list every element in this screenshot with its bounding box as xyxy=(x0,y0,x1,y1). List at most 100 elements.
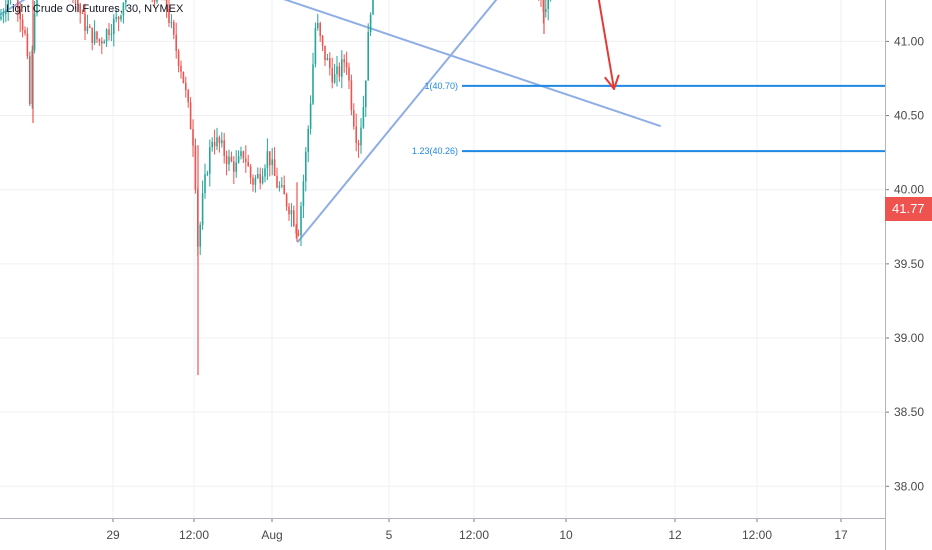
candle-body xyxy=(156,0,158,2)
candle-body xyxy=(319,23,321,36)
x-tick-label: 12:00 xyxy=(179,528,209,542)
candle-body xyxy=(542,0,545,13)
candle-body xyxy=(101,41,103,44)
x-tick-label: 12:00 xyxy=(742,528,772,542)
candle-body xyxy=(333,74,336,83)
candle-body xyxy=(233,161,235,172)
candle-body xyxy=(314,28,317,65)
fib-level-label: 1(40.70) xyxy=(424,81,458,91)
candle-body xyxy=(312,64,314,104)
candle-body xyxy=(173,22,175,35)
candle-body xyxy=(206,173,209,175)
candle-body xyxy=(36,0,38,14)
candle-body xyxy=(189,102,192,130)
candle-body xyxy=(26,33,29,57)
candle-body xyxy=(302,181,305,207)
candle-body xyxy=(230,156,233,162)
candle-body xyxy=(329,58,331,69)
x-tick-label: 10 xyxy=(559,528,573,542)
y-tick-label: 41.00 xyxy=(894,34,924,48)
candle-body xyxy=(269,151,271,166)
y-tick-label: 39.00 xyxy=(894,331,924,345)
candle-body xyxy=(24,30,26,34)
y-tick-label: 38.50 xyxy=(894,405,924,419)
candle-body xyxy=(122,2,125,16)
last-price-badge: 41.77 xyxy=(885,197,932,221)
y-tick-label: 40.00 xyxy=(894,183,924,197)
candle-body xyxy=(105,29,108,42)
candle-body xyxy=(259,174,261,184)
candle-body xyxy=(125,0,127,3)
candle-body xyxy=(7,0,9,11)
candle-body xyxy=(153,0,156,2)
candle-body xyxy=(331,68,333,83)
candle-body xyxy=(221,140,223,144)
candle-body xyxy=(168,9,170,23)
candle-body xyxy=(338,66,341,77)
candle-body xyxy=(257,174,259,178)
candle-body xyxy=(115,16,117,19)
candle-body xyxy=(309,103,312,129)
x-tick-label: 29 xyxy=(106,528,120,542)
candle-body xyxy=(211,141,213,148)
candle-body xyxy=(31,50,33,104)
y-tick-label: 38.00 xyxy=(894,479,924,493)
candle-body xyxy=(545,9,547,13)
candle-body xyxy=(295,225,297,234)
candle-body xyxy=(199,224,201,247)
candle-body xyxy=(326,58,329,61)
forecast-arrowhead xyxy=(613,74,620,90)
candle-body xyxy=(170,22,173,24)
candle-body xyxy=(98,39,101,42)
candle-body xyxy=(283,185,285,195)
y-tick-label: 40.50 xyxy=(894,109,924,123)
candle-body xyxy=(185,82,187,91)
trendline[interactable] xyxy=(0,0,661,127)
candle-body xyxy=(348,67,350,81)
candle-body xyxy=(353,110,355,127)
candle-body xyxy=(249,166,252,178)
trendline[interactable] xyxy=(297,0,580,243)
candle-body xyxy=(96,31,98,40)
candle-body xyxy=(285,194,288,207)
candle-body xyxy=(182,71,185,83)
candle-body xyxy=(357,142,360,146)
candle-body xyxy=(247,162,249,167)
candle-body xyxy=(81,13,84,15)
candle-body xyxy=(266,151,269,169)
candle-body xyxy=(547,0,549,10)
candle-body xyxy=(165,0,168,10)
candle-body xyxy=(261,176,264,184)
forecast-arrow[interactable] xyxy=(587,0,615,90)
forecast-arrowhead xyxy=(604,76,615,90)
candle-body xyxy=(228,156,230,165)
candle-body xyxy=(324,45,326,61)
x-tick-label: Aug xyxy=(261,528,282,542)
candle-body xyxy=(293,210,295,226)
candle-body xyxy=(365,80,367,108)
candle-body xyxy=(252,177,254,185)
candle-body xyxy=(2,14,5,17)
candle-body xyxy=(216,137,218,147)
candle-body xyxy=(19,8,21,20)
candle-body xyxy=(317,23,319,29)
candle-body xyxy=(264,168,266,177)
candle-body xyxy=(177,51,180,66)
candle-body xyxy=(175,34,177,52)
candle-body xyxy=(204,174,206,194)
candle-body xyxy=(117,16,120,20)
candle-body xyxy=(273,159,276,176)
candle-body xyxy=(84,13,86,31)
candle-body xyxy=(103,41,105,44)
candle-body xyxy=(194,145,197,190)
x-tick-label: 17 xyxy=(834,528,848,542)
candle-body xyxy=(79,4,81,14)
candle-body xyxy=(254,177,257,185)
candle-body xyxy=(21,19,24,31)
candle-body xyxy=(91,27,93,44)
symbol-title: Light Crude Oil Futures, 30, NYMEX xyxy=(6,3,184,15)
candle-body xyxy=(345,62,348,68)
candle-body xyxy=(209,147,211,174)
candle-body xyxy=(362,107,365,128)
